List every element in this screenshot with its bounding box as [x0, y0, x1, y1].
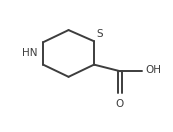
Text: HN: HN — [22, 48, 38, 58]
Text: S: S — [96, 29, 103, 39]
Text: O: O — [115, 99, 124, 109]
Text: OH: OH — [146, 65, 162, 75]
